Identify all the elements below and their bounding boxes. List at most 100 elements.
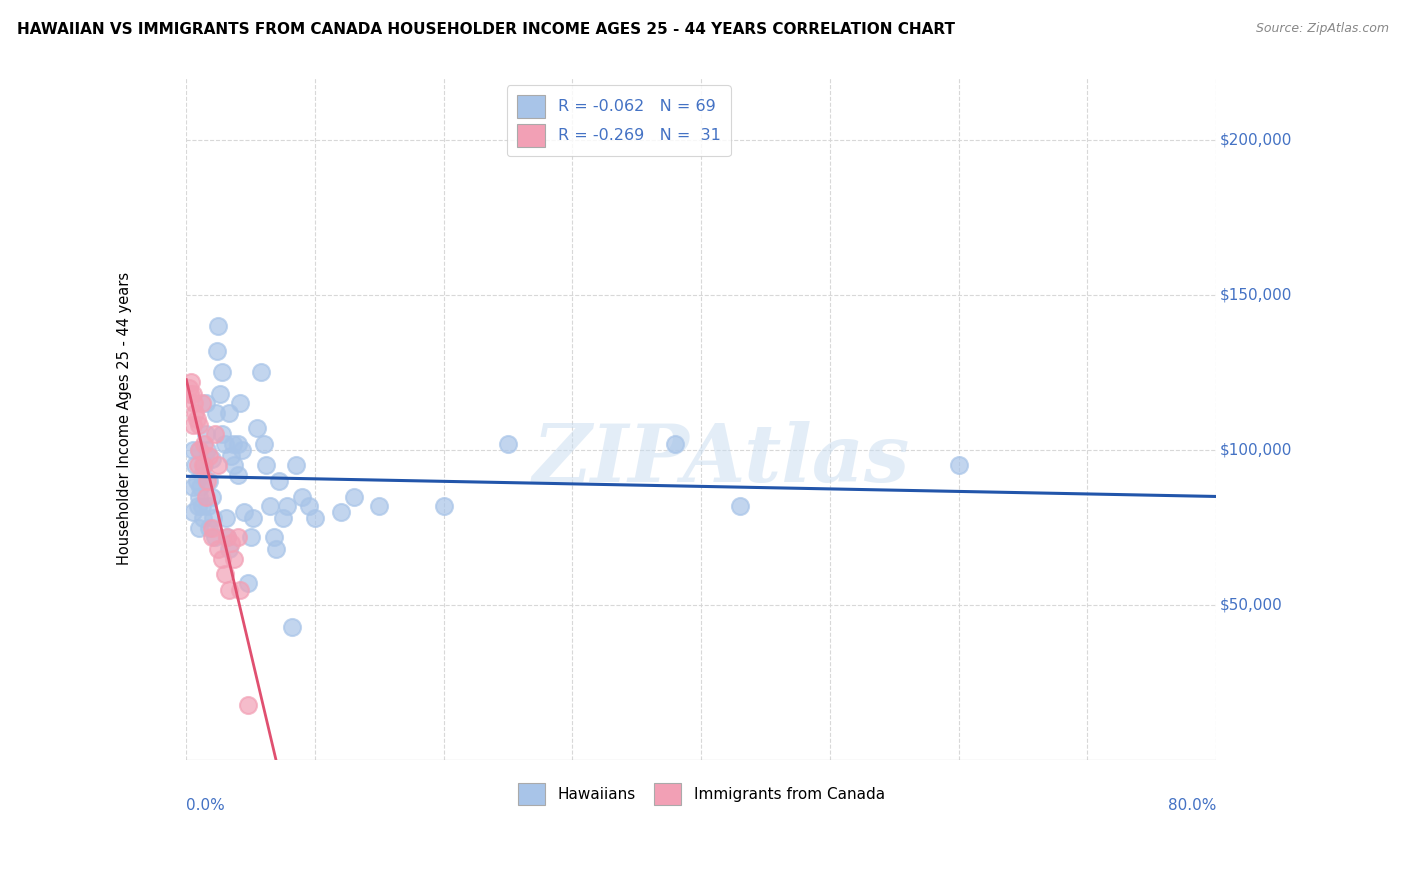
Text: HAWAIIAN VS IMMIGRANTS FROM CANADA HOUSEHOLDER INCOME AGES 25 - 44 YEARS CORRELA: HAWAIIAN VS IMMIGRANTS FROM CANADA HOUSE… [17,22,955,37]
Point [191,511,214,525]
Text: $150,000: $150,000 [1220,287,1292,302]
Text: Householder Income Ages 25 - 44 years: Householder Income Ages 25 - 44 years [117,272,132,566]
Point [226,467,249,482]
Point [263,530,285,544]
Point [218,542,240,557]
Point [195,442,218,457]
Point [222,458,245,473]
Point [201,490,224,504]
Point [195,474,218,488]
Point [222,551,245,566]
Point [198,474,221,488]
Point [218,406,240,420]
Point [181,387,204,401]
Text: $100,000: $100,000 [1220,442,1292,458]
Point [198,449,221,463]
Point [197,499,219,513]
Point [221,436,243,450]
Point [208,387,231,401]
Text: 0.0%: 0.0% [187,798,225,813]
Point [207,458,229,473]
Point [214,567,236,582]
Point [180,375,202,389]
Point [267,474,290,488]
Text: ZIPAtlas: ZIPAtlas [533,421,911,499]
Point [188,490,211,504]
Point [201,530,224,544]
Point [201,520,224,534]
Point [496,436,519,450]
Text: $200,000: $200,000 [1220,132,1292,147]
Point [204,427,226,442]
Point [217,530,239,544]
Point [181,480,204,494]
Point [221,536,243,550]
Point [266,542,288,557]
Point [194,396,217,410]
Point [368,499,391,513]
Point [201,452,224,467]
Point [304,511,326,525]
Text: Source: ZipAtlas.com: Source: ZipAtlas.com [1256,22,1389,36]
Point [190,499,212,513]
Point [250,365,273,379]
Point [231,442,253,457]
Point [239,530,262,544]
Point [205,406,228,420]
Point [233,505,256,519]
Point [276,499,298,513]
Point [215,511,238,525]
Point [284,458,307,473]
Point [664,436,686,450]
Point [186,412,208,426]
Point [226,530,249,544]
Point [183,396,205,410]
Point [205,343,228,358]
Point [190,480,212,494]
Point [204,530,226,544]
Point [184,458,207,473]
Point [433,499,456,513]
Point [236,576,259,591]
Point [187,458,209,473]
Point [177,381,200,395]
Point [198,520,221,534]
Legend: Hawaiians, Immigrants from Canada: Hawaiians, Immigrants from Canada [509,774,894,814]
Text: $50,000: $50,000 [1220,598,1282,613]
Point [218,582,240,597]
Point [329,505,352,519]
Point [190,396,212,410]
Point [194,490,217,504]
Text: 80.0%: 80.0% [1168,798,1216,813]
Point [229,582,252,597]
Point [252,436,274,450]
Point [207,542,229,557]
Point [190,467,212,482]
Point [193,436,215,450]
Point [188,442,211,457]
Point [254,458,277,473]
Point [202,511,225,525]
Point [728,499,751,513]
Point [193,458,215,473]
Point [291,490,314,504]
Point [207,318,229,333]
Point [211,427,233,442]
Point [229,396,252,410]
Point [221,449,243,463]
Point [246,421,269,435]
Point [214,436,236,450]
Point [226,436,249,450]
Point [187,499,209,513]
Point [217,530,239,544]
Point [259,499,281,513]
Point [188,418,211,433]
Point [211,551,233,566]
Point [181,505,204,519]
Point [186,474,208,488]
Point [236,698,259,712]
Point [188,520,211,534]
Point [211,365,233,379]
Point [188,442,211,457]
Point [281,620,304,634]
